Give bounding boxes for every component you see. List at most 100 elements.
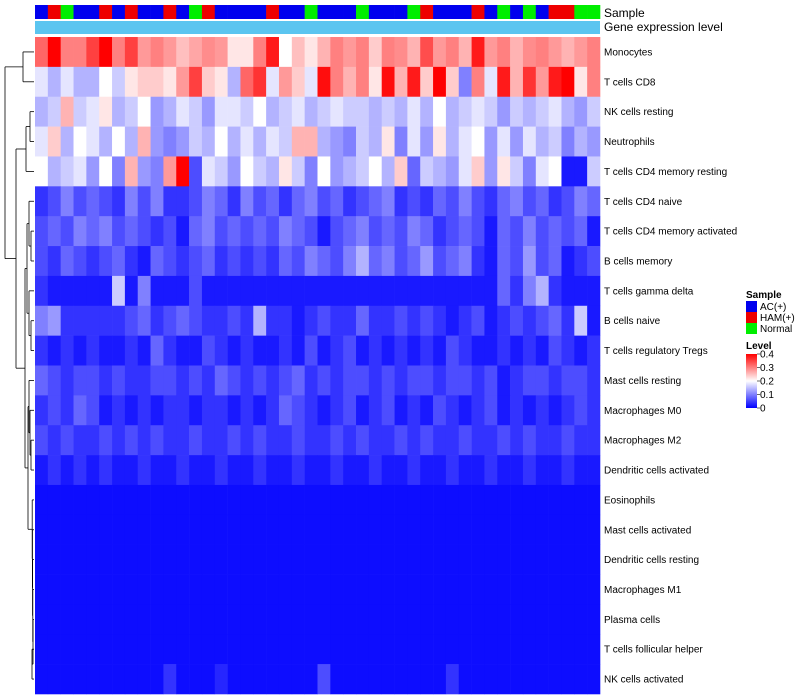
heatmap-cell (47, 335, 61, 366)
heatmap-cell (278, 455, 293, 486)
heatmap-cell (317, 66, 331, 98)
sample-cell (137, 5, 151, 19)
heatmap-cell (343, 455, 357, 486)
heatmap-cell (420, 335, 434, 366)
heatmap-cell (497, 96, 511, 127)
heatmap-cell (394, 455, 408, 486)
heatmap-cell (522, 514, 537, 545)
heatmap-cell (433, 275, 447, 307)
heatmap-cell (356, 425, 370, 456)
heatmap-cell (420, 365, 434, 396)
heatmap-cell (574, 66, 588, 98)
heatmap-cell (458, 544, 472, 575)
heatmap-cell (510, 305, 524, 336)
heatmap-cell (343, 156, 357, 187)
heatmap-cell (99, 335, 113, 366)
heatmap-cell (304, 246, 318, 277)
heatmap-cell (266, 66, 280, 98)
heatmap-cell (227, 395, 241, 426)
heatmap-cell (471, 425, 485, 456)
heatmap-cell (240, 246, 254, 277)
heatmap-cell (189, 246, 203, 277)
heatmap-cell (214, 335, 228, 366)
heatmap-cell (99, 96, 113, 127)
heatmap-cell (60, 544, 74, 575)
heatmap-cell (561, 37, 575, 68)
heatmap-cell (73, 216, 87, 247)
heatmap-cell (458, 275, 472, 307)
heatmap-cell (445, 216, 460, 247)
heatmap-cell (150, 275, 164, 307)
heatmap-cell (458, 574, 472, 605)
legend-level-title: Level (746, 341, 772, 352)
heatmap-cell (73, 126, 87, 157)
heatmap-cell (574, 246, 588, 277)
heatmap-cell (253, 186, 267, 217)
heatmap-cell (137, 156, 151, 187)
heatmap-cell (86, 425, 100, 456)
heatmap-cell (433, 66, 447, 98)
heatmap-cell (240, 216, 254, 247)
heatmap-cell (176, 604, 190, 635)
heatmap-cell (304, 544, 318, 575)
heatmap-cell (497, 664, 511, 695)
heatmap-cell (189, 305, 203, 336)
heatmap-cell (445, 305, 460, 336)
heatmap-cell (214, 216, 228, 247)
heatmap-cell (343, 484, 357, 516)
heatmap-cell (266, 395, 280, 426)
legend-sample-swatch (746, 312, 757, 323)
heatmap-cell (317, 275, 331, 307)
heatmap-cell (394, 514, 408, 545)
heatmap-cell (574, 634, 588, 665)
row-label: T cells CD8 (604, 77, 656, 88)
heatmap-cell (420, 544, 434, 575)
heatmap-cell (356, 275, 370, 307)
heatmap-cell (522, 216, 537, 247)
heatmap-cell (112, 305, 126, 336)
heatmap-cell (99, 395, 113, 426)
heatmap-cell (317, 37, 331, 68)
heatmap-cell (445, 96, 460, 127)
heatmap-cell (356, 544, 370, 575)
heatmap-cell (35, 514, 49, 545)
heatmap-cell (368, 96, 383, 127)
heatmap-cell (137, 395, 151, 426)
heatmap-cell (420, 37, 434, 68)
heatmap-cell (368, 186, 383, 217)
heatmap-cell (278, 186, 293, 217)
heatmap-cell (381, 484, 395, 516)
sample-cell (278, 5, 293, 19)
heatmap-cell (137, 246, 151, 277)
heatmap-cell (445, 634, 460, 665)
heatmap-cell (137, 37, 151, 68)
heatmap-cell (291, 186, 305, 217)
heatmap-cell (394, 425, 408, 456)
heatmap-cell (266, 425, 280, 456)
heatmap-cell (420, 305, 434, 336)
heatmap-cell (240, 126, 254, 157)
heatmap-cell (574, 484, 588, 516)
row-label: B cells naive (604, 316, 661, 327)
heatmap-cell (420, 156, 434, 187)
heatmap-cell (253, 455, 267, 486)
heatmap-cell (86, 634, 100, 665)
heatmap-cell (497, 425, 511, 456)
heatmap-cell (317, 126, 331, 157)
heatmap-cell (73, 275, 87, 307)
heatmap-cell (407, 126, 421, 157)
heatmap-cell (522, 186, 537, 217)
heatmap-cell (112, 275, 126, 307)
heatmap-cell (535, 156, 549, 187)
heatmap-cell (471, 66, 485, 98)
heatmap-cell (420, 96, 434, 127)
heatmap-cell (176, 484, 190, 516)
heatmap-cell (137, 335, 151, 366)
legend-level-tick-label: 0 (760, 404, 766, 415)
heatmap-cell (330, 186, 344, 217)
heatmap-cell (189, 126, 203, 157)
heatmap-cell (60, 514, 74, 545)
heatmap-cell (522, 574, 537, 605)
heatmap-cell (35, 574, 49, 605)
heatmap-cell (189, 275, 203, 307)
